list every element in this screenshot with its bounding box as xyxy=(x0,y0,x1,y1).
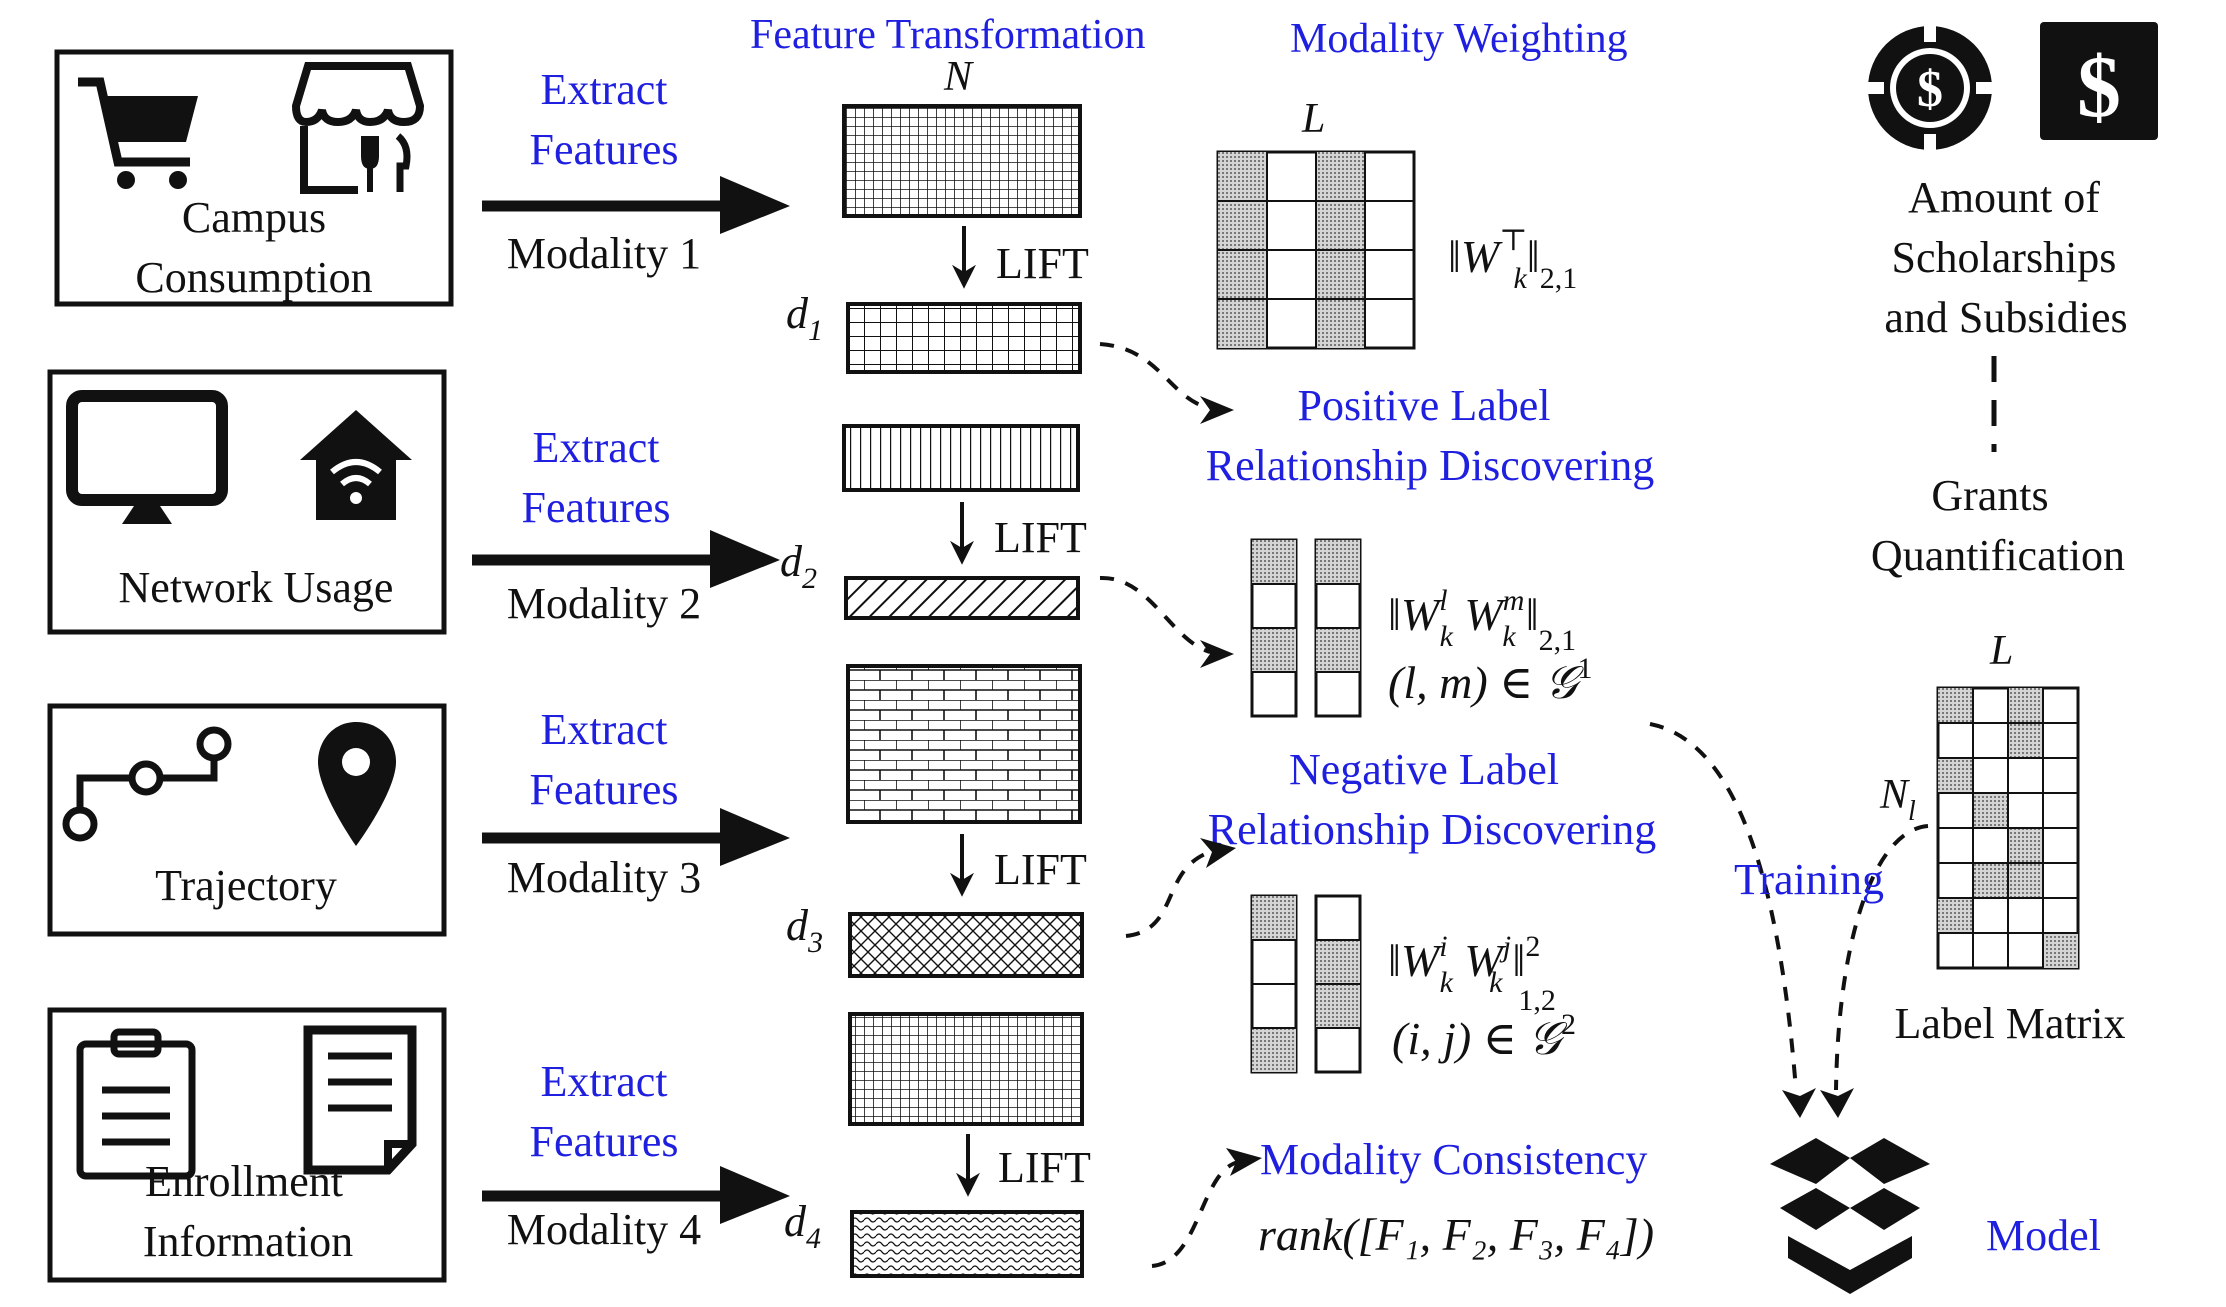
lifted-matrix-4 xyxy=(850,1210,1084,1278)
modality-3-box: Trajectory xyxy=(47,703,447,937)
weighting-formula: ‖W⊤ k‖2,1 xyxy=(1448,224,1577,295)
dollar-square-icon: $ xyxy=(2040,22,2158,140)
connector-positive-2 xyxy=(1099,575,1211,654)
extract-arrow-2: Extract Features Modality 2 xyxy=(472,423,780,628)
modality-3-title: Trajectory xyxy=(155,861,337,910)
svg-text:Features: Features xyxy=(529,765,678,814)
casino-chip-dollar-icon: $ xyxy=(1866,24,1994,152)
lift-label-1: LIFT xyxy=(996,239,1089,288)
dim-label-1: d1 xyxy=(786,289,823,347)
clipboard-icon xyxy=(76,1028,196,1180)
feature-matrix-3 xyxy=(846,664,1082,824)
consistency-formula: rank([F₁, F₂, F₃, F₄]) xyxy=(1258,1209,1654,1260)
lift-label-2: LIFT xyxy=(994,513,1087,562)
svg-text:Campus: Campus xyxy=(182,193,326,242)
location-pin-icon xyxy=(318,722,396,846)
svg-text:Consumption: Consumption xyxy=(135,253,372,302)
positive-formula: ‖Wl k Wm k ‖2,1 xyxy=(1388,584,1576,657)
svg-text:Scholarships: Scholarships xyxy=(1892,233,2117,282)
scholarship-caption: Amount of Scholarships and Subsidies xyxy=(1884,173,2127,342)
svg-text:$: $ xyxy=(2077,39,2121,136)
home-wifi-icon xyxy=(300,410,412,520)
feature-transformation-title: Feature Transformation xyxy=(750,12,1145,58)
modality-consistency-title: Modality Consistency xyxy=(1260,1135,1647,1184)
extract-arrow-1: Extract Features Modality 1 xyxy=(482,65,790,278)
training-label: Training xyxy=(1734,855,1884,904)
svg-text:Quantification: Quantification xyxy=(1871,531,2125,580)
svg-text:Extract: Extract xyxy=(540,1057,667,1106)
modality-4-box: Enrollment Information xyxy=(47,1007,447,1283)
svg-text:Modality 2: Modality 2 xyxy=(507,579,701,628)
training-connector-right xyxy=(1834,824,1929,1091)
lifted-matrix-2 xyxy=(844,576,1080,620)
positive-vectors xyxy=(1250,538,1362,718)
svg-text:Modality 3: Modality 3 xyxy=(507,853,701,902)
document-icon xyxy=(303,1025,417,1175)
storefront-icon xyxy=(291,62,425,194)
extract-arrow-3: Extract Features Modality 3 xyxy=(482,705,790,902)
weighting-l-label: L xyxy=(1301,96,1325,142)
svg-text:Relationship Discovering: Relationship Discovering xyxy=(1208,805,1657,854)
svg-text:Modality 4: Modality 4 xyxy=(507,1205,701,1254)
svg-text:Information: Information xyxy=(143,1217,353,1266)
negative-vectors xyxy=(1250,894,1362,1074)
feature-matrix-2 xyxy=(842,424,1080,492)
label-matrix-l-label: L xyxy=(1989,628,2013,674)
training-connector-left xyxy=(1649,722,1798,1091)
svg-text:$: $ xyxy=(1917,61,1943,118)
negative-relationship-title: Negative Label Relationship Discovering xyxy=(1208,745,1657,854)
route-icon xyxy=(62,726,232,842)
lift-label-3: LIFT xyxy=(994,845,1087,894)
svg-text:Modality 1: Modality 1 xyxy=(507,229,701,278)
lifted-matrix-1 xyxy=(846,302,1082,374)
connector-consistency xyxy=(1151,1160,1239,1268)
open-box-icon xyxy=(1770,1138,1930,1294)
lift-label-4: LIFT xyxy=(998,1143,1091,1192)
label-matrix-caption: Label Matrix xyxy=(1895,999,2126,1048)
positive-relationship-title: Positive Label Relationship Discovering xyxy=(1206,381,1655,490)
n-label: N xyxy=(943,54,974,100)
svg-text:Extract: Extract xyxy=(532,423,659,472)
svg-text:Relationship Discovering: Relationship Discovering xyxy=(1206,441,1655,490)
svg-text:Features: Features xyxy=(529,1117,678,1166)
monitor-icon xyxy=(66,390,228,524)
modality-4-title: Enrollment Information xyxy=(143,1157,353,1266)
grants-caption: Grants Quantification xyxy=(1871,471,2125,580)
svg-text:Positive Label: Positive Label xyxy=(1298,381,1551,430)
connector-negative xyxy=(1125,850,1211,938)
svg-text:Enrollment: Enrollment xyxy=(145,1157,343,1206)
positive-set: (l, m) ∈ 𝒢1 xyxy=(1388,652,1592,708)
dim-label-2: d2 xyxy=(780,537,817,595)
model-label: Model xyxy=(1986,1211,2101,1260)
modality-weighting-title: Modality Weighting xyxy=(1290,16,1628,62)
feature-matrix-4 xyxy=(848,1012,1084,1126)
svg-text:Features: Features xyxy=(521,483,670,532)
dim-label-3: d3 xyxy=(786,901,823,959)
svg-text:Features: Features xyxy=(529,125,678,174)
svg-text:Amount of: Amount of xyxy=(1908,173,2100,222)
extract-arrow-4: Extract Features Modality 4 xyxy=(482,1057,790,1254)
modality-1-box: Campus Consumption xyxy=(54,49,454,307)
connector-positive-1 xyxy=(1099,342,1211,410)
negative-formula: ‖Wi k Wj k ‖2 1,2 xyxy=(1388,930,1556,1017)
label-matrix-rows-label: Nl xyxy=(1879,772,1916,827)
label-matrix xyxy=(1936,686,2080,970)
modality-2-box: Network Usage xyxy=(47,369,447,635)
dim-label-4: d4 xyxy=(784,1197,821,1255)
svg-text:Negative Label: Negative Label xyxy=(1289,745,1559,794)
modality-2-title: Network Usage xyxy=(119,563,394,612)
svg-text:Grants: Grants xyxy=(1931,471,2048,520)
modality-1-title: Campus Consumption xyxy=(135,193,372,302)
lifted-matrix-3 xyxy=(848,912,1084,978)
svg-text:and Subsidies: and Subsidies xyxy=(1884,293,2127,342)
svg-text:Extract: Extract xyxy=(540,65,667,114)
shopping-cart-icon xyxy=(78,77,198,189)
feature-matrix-1 xyxy=(842,104,1082,218)
svg-text:Extract: Extract xyxy=(540,705,667,754)
weighting-matrix xyxy=(1216,150,1416,350)
negative-set: (i, j) ∈ 𝒢2 xyxy=(1392,1008,1576,1064)
